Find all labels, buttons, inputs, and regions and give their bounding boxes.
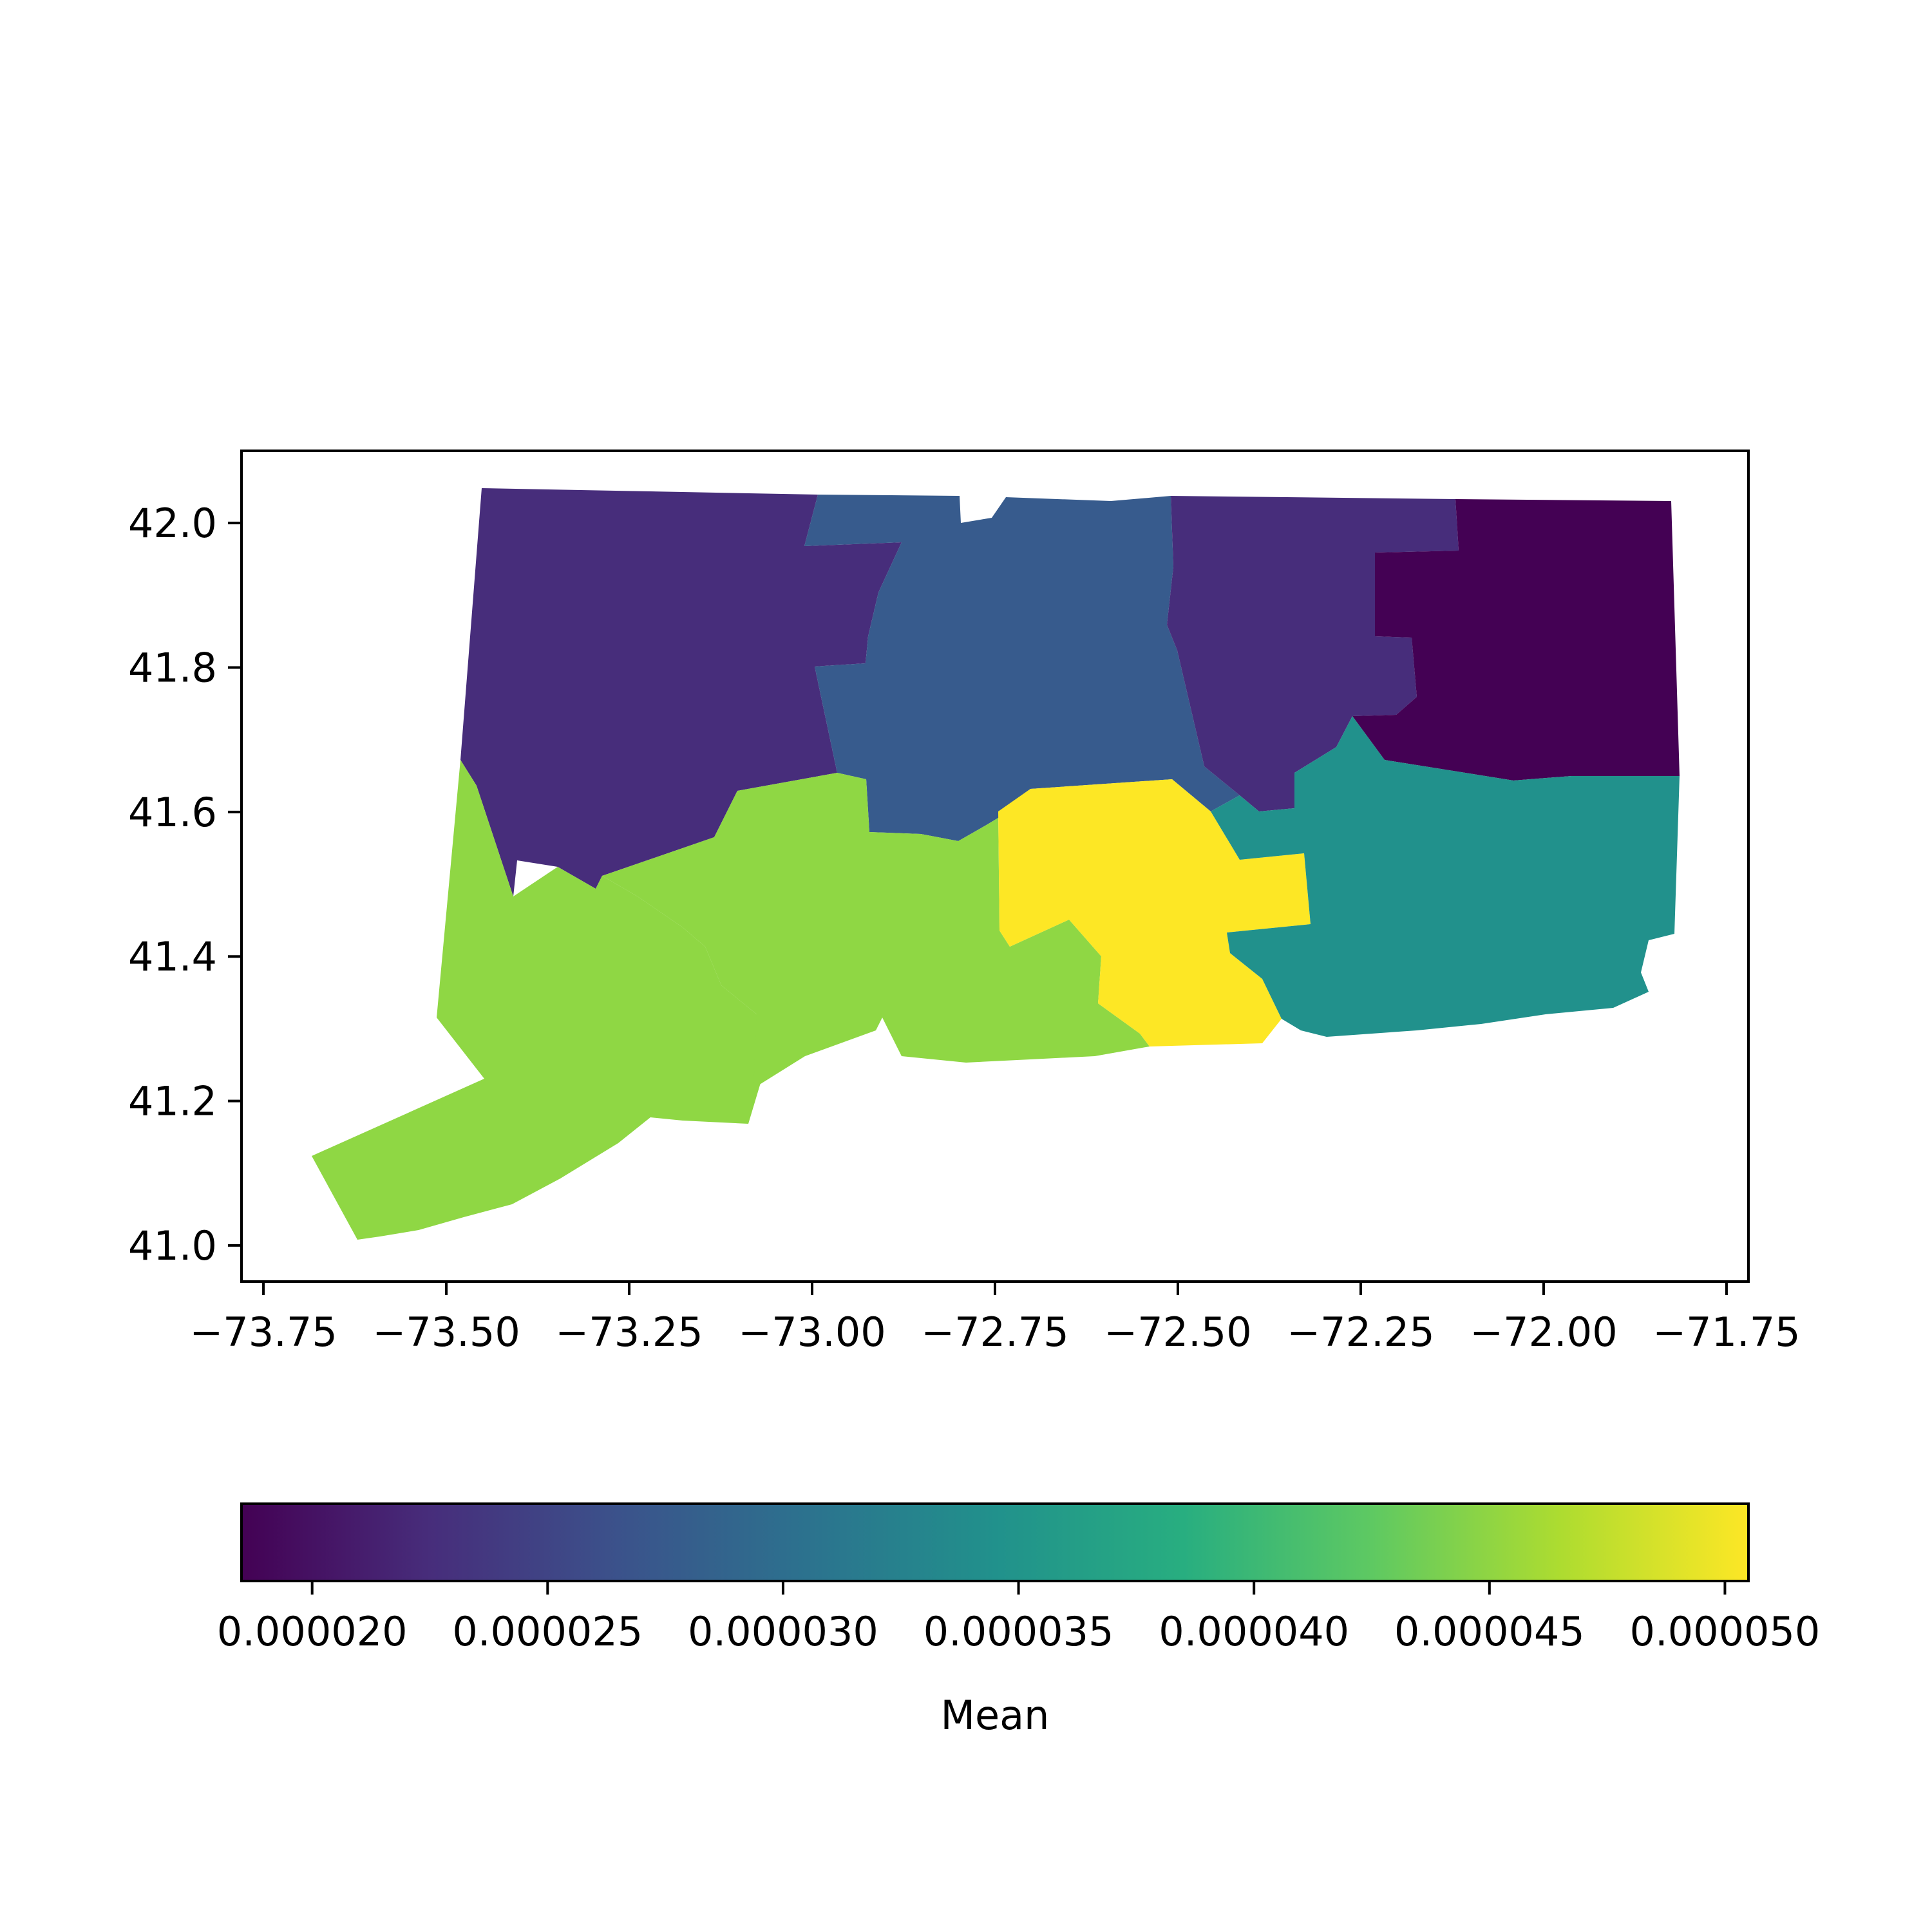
region-new-haven <box>602 773 1150 1088</box>
region-fairfield <box>312 760 776 1240</box>
y-tick-label: 41.6 <box>128 789 217 836</box>
region-new-london <box>1211 716 1680 1037</box>
y-tick-label: 41.2 <box>128 1078 217 1125</box>
region-litchfield <box>460 488 902 896</box>
region-hartford <box>804 495 1240 841</box>
colorbar: 0.000020 0.000025 0.000030 0.000035 0.000040… <box>217 1502 1821 1739</box>
colorbar-tick-label: 0.000050 <box>1630 1608 1821 1655</box>
colorbar-tick-label: 0.000045 <box>1394 1608 1585 1655</box>
colorbar-tick-label: 0.000035 <box>923 1608 1114 1655</box>
x-tick-label: −73.00 <box>738 1309 886 1356</box>
x-tick-label: −73.75 <box>189 1309 337 1356</box>
y-tick-label: 41.0 <box>128 1222 217 1269</box>
x-tick-label: −72.75 <box>921 1309 1068 1356</box>
colorbar-gradient <box>240 1502 1750 1582</box>
x-tick-label: −73.25 <box>555 1309 703 1356</box>
colorbar-label: Mean <box>941 1692 1050 1739</box>
region-tolland <box>1167 496 1459 811</box>
y-tick-label: 42.0 <box>128 500 217 547</box>
region-windham <box>1352 499 1680 781</box>
x-tick-label: −71.75 <box>1653 1309 1800 1356</box>
y-axis: 41.0 41.2 41.4 41.6 41.8 42.0 <box>128 500 242 1269</box>
x-tick-label: −72.50 <box>1104 1309 1251 1356</box>
x-axis: −73.75 −73.50 −73.25 −73.00 −72.75 −72.50 −72.… <box>189 1282 1801 1356</box>
x-tick-label: −72.25 <box>1287 1309 1434 1356</box>
x-tick-label: −72.00 <box>1470 1309 1617 1356</box>
region-middlesex <box>998 779 1311 1046</box>
map-regions <box>312 488 1680 1240</box>
colorbar-tick-label: 0.000030 <box>688 1608 878 1655</box>
y-tick-label: 41.4 <box>128 933 217 980</box>
colorbar-tick-label: 0.000020 <box>217 1608 408 1655</box>
x-tick-label: −73.50 <box>372 1309 520 1356</box>
colorbar-tick-label: 0.000025 <box>452 1608 643 1655</box>
colorbar-ticks: 0.000020 0.000025 0.000030 0.000035 0.000040… <box>217 1581 1821 1655</box>
colorbar-tick-label: 0.000040 <box>1159 1608 1349 1655</box>
y-tick-label: 41.8 <box>128 645 217 692</box>
